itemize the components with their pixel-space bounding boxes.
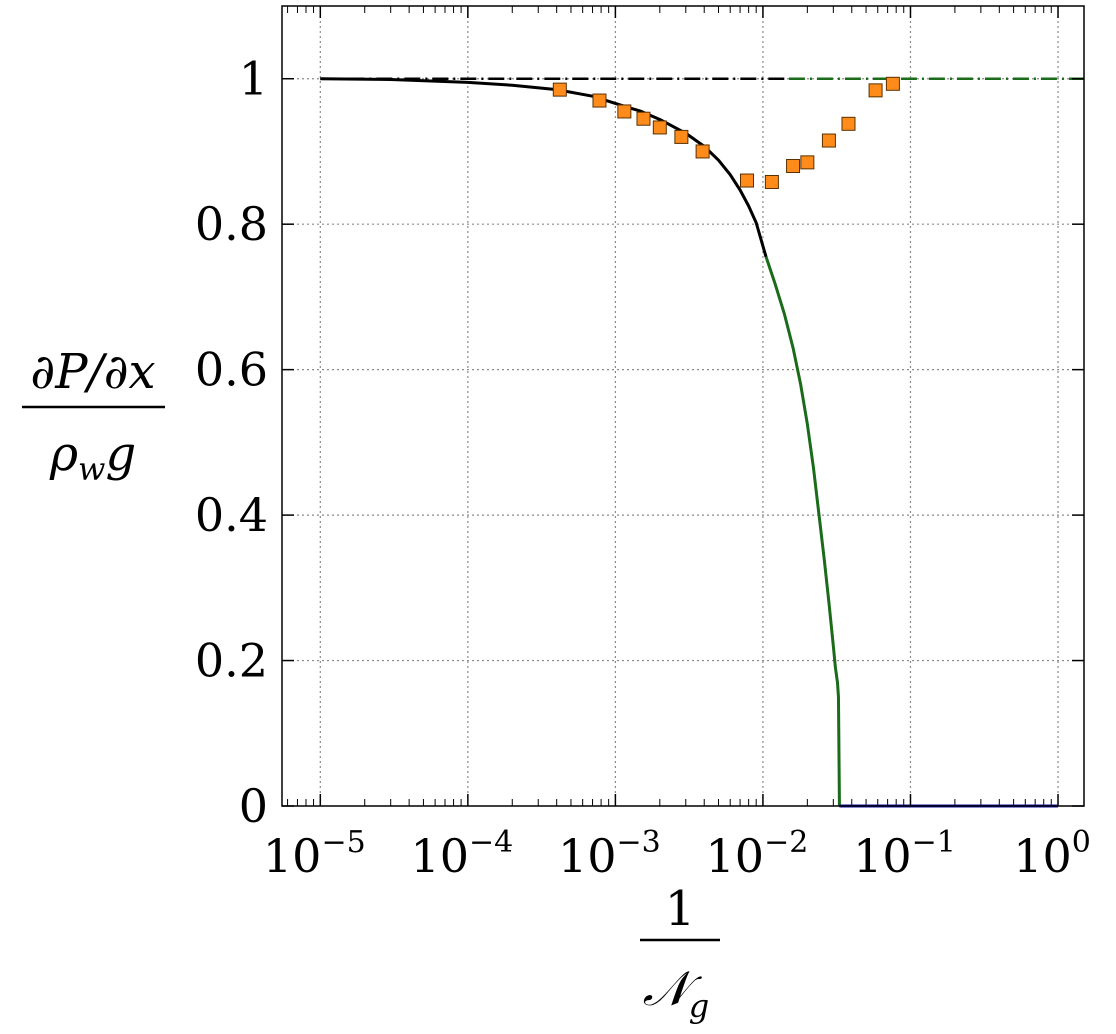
x-tick-label: 10−2: [706, 825, 809, 883]
x-tick-label-exponent: −3: [617, 825, 661, 860]
x-tick-label-exponent: −1: [912, 825, 956, 860]
x-tick-label-base: 10: [558, 829, 617, 883]
x-tick-label-base: 10: [263, 829, 322, 883]
x-tick-label-exponent: −2: [764, 825, 808, 860]
y-axis-label: ∂P/∂x ρwg: [22, 344, 165, 488]
data-point-marker: [636, 111, 651, 126]
x-axis-label-numerator: 1: [665, 881, 696, 937]
y-tick-label: 0.6: [195, 343, 268, 397]
y-axis-label-denominator-main: ρ: [49, 426, 78, 482]
solid-series-line: [764, 256, 841, 807]
data-point-marker: [800, 155, 815, 170]
data-point-marker: [868, 83, 883, 98]
y-axis-label-denominator-sub: w: [78, 450, 105, 488]
marker-series: [552, 76, 900, 189]
solid-series-line: [320, 77, 768, 258]
x-axis-label-denominator-sub: g: [689, 987, 709, 1025]
y-tick-label: 1: [239, 52, 268, 106]
y-tick-label: 0.8: [195, 197, 268, 251]
x-tick-label: 10−5: [263, 825, 366, 883]
x-tick-label-exponent: 0: [1072, 825, 1091, 860]
y-axis-label-numerator: ∂P/∂x: [30, 344, 155, 400]
x-tick-label-base: 10: [706, 829, 765, 883]
data-point-marker: [552, 82, 567, 97]
x-tick-label-base: 10: [410, 829, 469, 883]
minor-ticks: [287, 6, 1052, 806]
data-point-marker: [786, 159, 801, 173]
x-tick-label-exponent: −4: [469, 825, 513, 860]
x-tick-label-exponent: −5: [321, 825, 365, 860]
x-tick-label-base: 10: [1013, 829, 1072, 883]
data-point-marker: [764, 175, 779, 189]
x-tick-label-base: 10: [853, 829, 912, 883]
data-point-marker: [695, 144, 710, 159]
data-point-marker: [592, 93, 607, 108]
data-point-marker: [885, 76, 900, 91]
data-point-marker: [740, 173, 755, 188]
y-tick-label: 0: [239, 779, 268, 833]
y-tick-label: 0.2: [195, 634, 268, 688]
x-tick-label: 10−4: [410, 825, 513, 883]
plot-frame: [281, 5, 1085, 807]
data-point-marker: [841, 116, 856, 131]
plot-series: [320, 76, 1084, 808]
y-axis-label-denominator-tail: g: [105, 426, 136, 482]
grid: [282, 6, 1084, 806]
x-tick-label: 10−3: [558, 825, 661, 883]
y-axis-ticks: 0 0.2 0.4 0.6 0.8 1: [195, 52, 1084, 833]
y-tick-label: 0.4: [195, 488, 268, 542]
x-axis-ticks: 10−5 10−4 10−3 10−2 10−1 100: [263, 6, 1091, 883]
x-tick-label: 10−1: [853, 825, 956, 883]
x-axis-label-denominator: 𝒩g: [643, 961, 709, 1025]
data-point-marker: [674, 129, 689, 144]
x-tick-label: 100: [1013, 825, 1091, 883]
data-point-marker: [617, 104, 632, 119]
y-axis-label-denominator: ρwg: [49, 426, 136, 488]
data-point-marker: [821, 133, 836, 148]
data-point-marker: [652, 120, 667, 135]
x-axis-label: 1 𝒩g: [640, 881, 720, 1025]
